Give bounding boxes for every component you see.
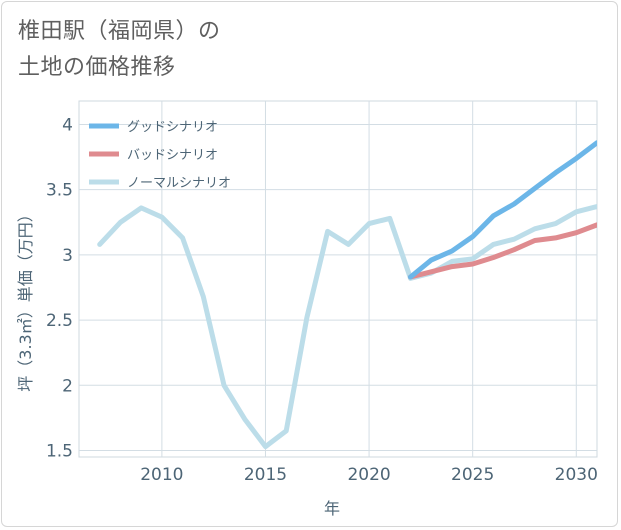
grid-lines	[79, 101, 597, 457]
tick-labels: 2010 2015 2020 2025 2030 1.5 2 2.5 3 3.5 4	[46, 115, 598, 485]
x-tick-label: 2030	[555, 465, 598, 485]
plot-area	[78, 100, 598, 458]
legend-label: バッドシナリオ	[127, 148, 218, 163]
series-line-1	[408, 222, 597, 280]
legend-label: ノーマルシナリオ	[127, 176, 231, 191]
y-tick-label: 1.5	[46, 441, 73, 461]
chart-title: 椎田駅（福岡県）の 土地の価格推移	[18, 19, 221, 80]
y-tick-label: 3.5	[46, 181, 73, 201]
y-tick-label: 2.5	[46, 311, 73, 331]
series-lines	[97, 140, 597, 450]
series-line-0	[408, 140, 597, 280]
legend-label: グッドシナリオ	[127, 120, 218, 135]
x-tick-label: 2025	[451, 465, 494, 485]
y-tick-label: 3	[62, 246, 73, 266]
x-tick-label: 2020	[347, 465, 390, 485]
x-axis-label: 年	[324, 499, 340, 518]
y-axis-label: 坪（3.3㎡）単価（万円）	[16, 206, 35, 391]
y-tick-label: 4	[62, 115, 73, 135]
x-tick-label: 2015	[244, 465, 287, 485]
x-tick-label: 2010	[140, 465, 183, 485]
series-line-2	[97, 204, 597, 450]
y-tick-label: 2	[62, 376, 73, 396]
